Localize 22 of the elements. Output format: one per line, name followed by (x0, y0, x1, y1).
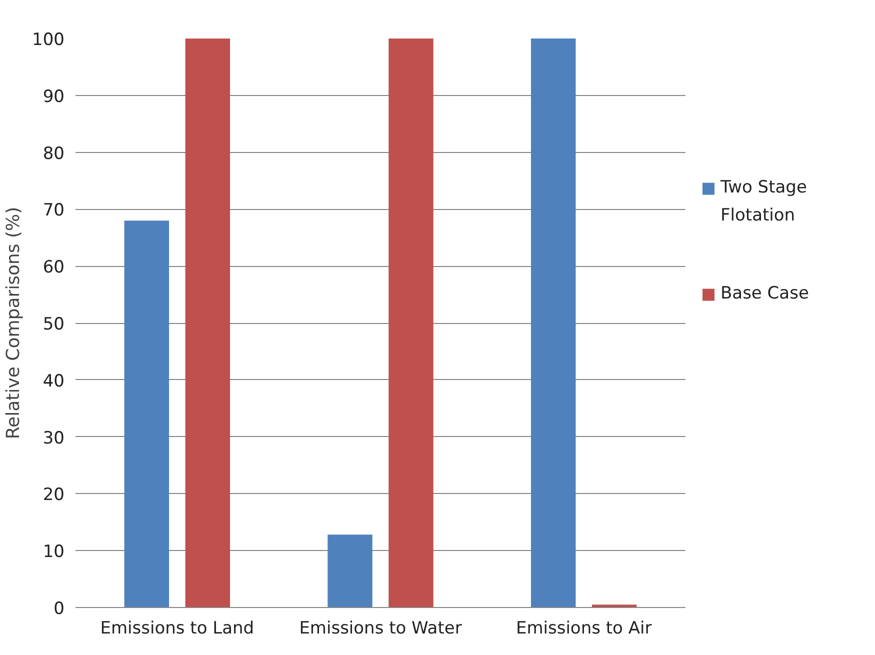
y-tick-label: 20 (42, 485, 65, 506)
y-tick-label: 30 (42, 428, 65, 448)
y-tick-label: 60 (42, 258, 65, 278)
y-tick-label: 80 (42, 144, 65, 164)
y-axis-title: Relative Comparisons (%) (3, 206, 24, 440)
bar (185, 38, 230, 608)
legend-label: Two Stage Flotation (720, 177, 807, 226)
y-tick-label: 10 (42, 542, 65, 562)
x-tick-label: Emissions to Land (100, 618, 254, 638)
x-tick-label: Emissions to Water (299, 618, 462, 638)
y-tick-label: 100 (32, 30, 65, 50)
y-tick-label: 90 (42, 86, 65, 107)
y-tick-label: 50 (42, 314, 65, 334)
bar (124, 220, 170, 608)
y-tick-label: 40 (42, 371, 65, 392)
y-tick-label: 0 (54, 599, 65, 619)
bar (388, 38, 434, 608)
bar (530, 38, 576, 608)
bar (328, 534, 372, 608)
y-tick-label: 70 (42, 200, 65, 221)
legend-label: Base Case (720, 283, 809, 304)
x-tick-label: Emissions to Air (516, 618, 652, 638)
